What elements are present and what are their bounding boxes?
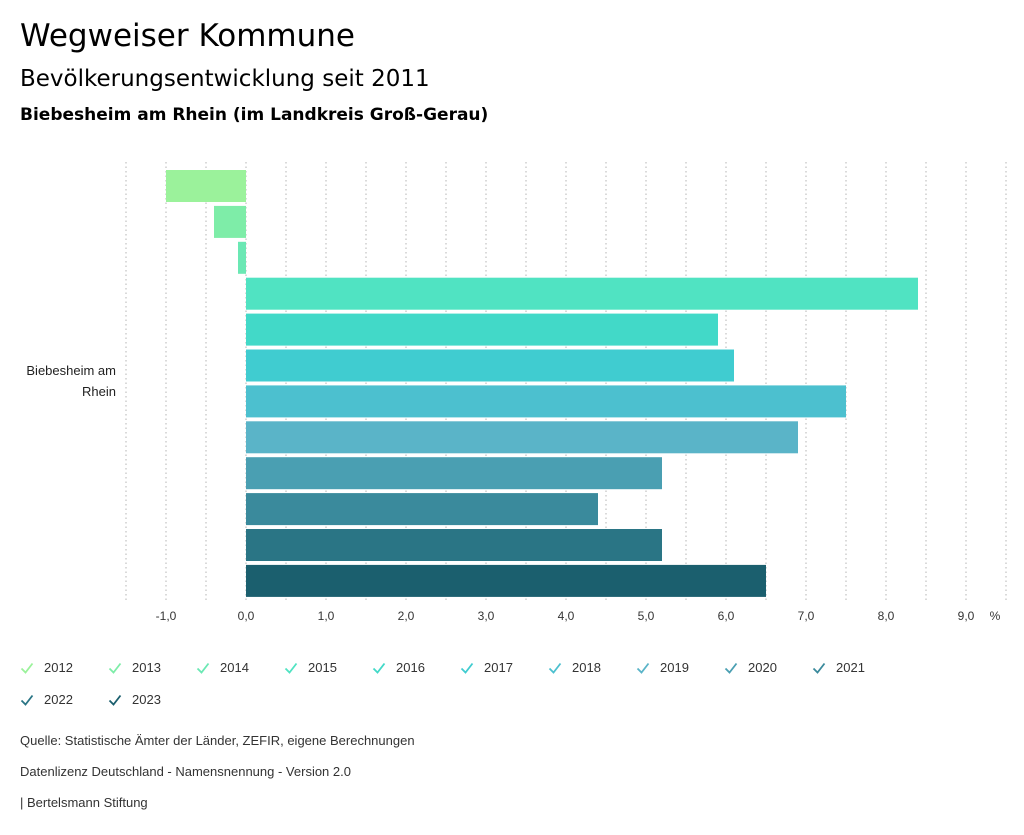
x-tick-label: 5,0 (638, 609, 655, 623)
legend-item-2023[interactable]: 2023 (108, 692, 161, 707)
x-tick-label: 7,0 (798, 609, 815, 623)
x-tick-label: 6,0 (718, 609, 735, 623)
legend-label: 2015 (308, 660, 337, 675)
legend-label: 2023 (132, 692, 161, 707)
category-label: Rhein (82, 384, 116, 399)
x-tick-label: -1,0 (156, 609, 177, 623)
bar-2023 (246, 564, 766, 597)
bar-2015 (246, 277, 918, 310)
legend-item-2018[interactable]: 2018 (548, 660, 601, 675)
chart-subtitle: Bevölkerungsentwicklung seit 2011 (20, 66, 430, 92)
check-icon (548, 662, 562, 674)
x-tick-label: 9,0 (958, 609, 975, 623)
check-icon (108, 694, 122, 706)
bar-2014 (238, 241, 246, 274)
check-icon (460, 662, 474, 674)
x-tick-label: 2,0 (398, 609, 415, 623)
x-tick-label: 4,0 (558, 609, 575, 623)
check-icon (108, 662, 122, 674)
legend-label: 2018 (572, 660, 601, 675)
check-icon (20, 662, 34, 674)
legend-item-2016[interactable]: 2016 (372, 660, 425, 675)
check-icon (284, 662, 298, 674)
x-axis-unit: % (990, 609, 1001, 623)
legend-item-2021[interactable]: 2021 (812, 660, 865, 675)
legend-item-2020[interactable]: 2020 (724, 660, 777, 675)
check-icon (372, 662, 386, 674)
legend-label: 2019 (660, 660, 689, 675)
legend-label: 2017 (484, 660, 513, 675)
legend-label: 2022 (44, 692, 73, 707)
x-tick-label: 8,0 (878, 609, 895, 623)
bar-2013 (214, 205, 246, 238)
bar-2019 (246, 421, 798, 454)
x-tick-label: 1,0 (318, 609, 335, 623)
check-icon (20, 694, 34, 706)
bar-2017 (246, 349, 734, 382)
check-icon (196, 662, 210, 674)
license-note: Datenlizenz Deutschland - Namensnennung … (20, 764, 351, 779)
bar-2020 (246, 457, 662, 490)
bar-2021 (246, 493, 598, 526)
bar-2022 (246, 529, 662, 561)
check-icon (636, 662, 650, 674)
legend-item-2017[interactable]: 2017 (460, 660, 513, 675)
legend-label: 2021 (836, 660, 865, 675)
legend-label: 2020 (748, 660, 777, 675)
region-label: Biebesheim am Rhein (im Landkreis Groß-G… (20, 105, 489, 125)
bar-2012 (166, 170, 246, 202)
legend-label: 2014 (220, 660, 249, 675)
page-title: Wegweiser Kommune (20, 18, 355, 54)
legend-item-2013[interactable]: 2013 (108, 660, 161, 675)
legend-label: 2012 (44, 660, 73, 675)
legend-item-2022[interactable]: 2022 (20, 692, 73, 707)
legend-item-2015[interactable]: 2015 (284, 660, 337, 675)
legend-label: 2016 (396, 660, 425, 675)
check-icon (812, 662, 826, 674)
x-tick-label: 3,0 (478, 609, 495, 623)
category-label: Biebesheim am (26, 363, 116, 378)
bar-2016 (246, 313, 718, 346)
publisher-note: | Bertelsmann Stiftung (20, 795, 148, 810)
check-icon (724, 662, 738, 674)
legend-label: 2013 (132, 660, 161, 675)
x-tick-label: 0,0 (238, 609, 255, 623)
legend-item-2019[interactable]: 2019 (636, 660, 689, 675)
legend-item-2012[interactable]: 2012 (20, 660, 73, 675)
source-note: Quelle: Statistische Ämter der Länder, Z… (20, 733, 415, 748)
bar-2018 (246, 385, 846, 418)
bar-chart: -1,0 0,0 1,0 2,0 3,0 4,0 5,0 6,0 7,0 8,0 9,0 % Biebe… (26, 162, 1007, 623)
legend-item-2014[interactable]: 2014 (196, 660, 249, 675)
